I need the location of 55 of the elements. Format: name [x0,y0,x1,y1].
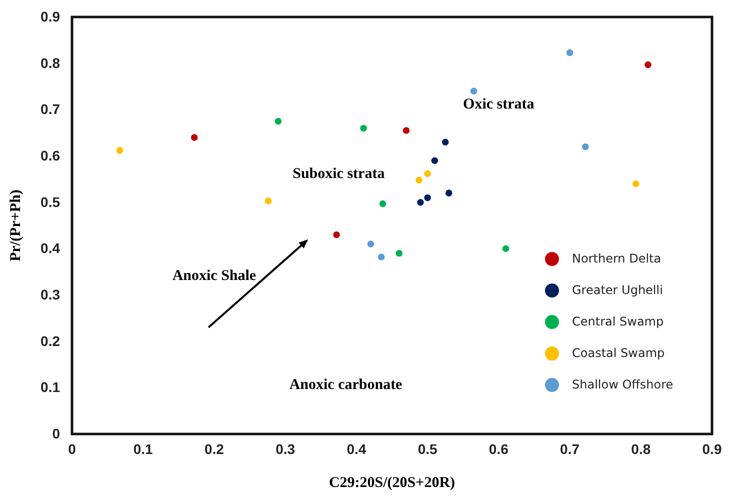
point [396,250,402,257]
y-tick-label: 0.4 [40,240,60,256]
point [274,118,282,125]
point [424,194,431,202]
x-tick-label: 0.9 [702,440,722,457]
y-tick-label: 0.5 [40,194,60,210]
legend-label: Greater Ughelli [572,282,663,297]
y-tick-label: 0.2 [40,332,60,349]
x-tick-label: 0.6 [488,440,509,457]
x-tick-label: 0.2 [204,440,224,457]
point [470,88,478,95]
legend-label: Central Swamp [572,314,664,328]
point [402,127,410,134]
y-tick-label: 0 [52,425,60,442]
x-tick-label: 0.7 [560,440,580,457]
y-tick-label: 0.3 [40,286,60,302]
x-tick-label: 0 [68,440,76,457]
point [378,254,385,260]
annotation: Oxic strata [463,96,535,112]
annotation: Anoxic Shale [172,268,256,284]
point [442,138,449,146]
y-axis-title: Pr/(Pr+Ph) [8,190,24,262]
annotation: Anoxic carbonate [289,376,403,393]
x-tick-label: 0.1 [133,440,154,457]
point [632,180,640,188]
point [416,176,422,184]
y-tick-label: 0.9 [40,8,60,24]
point [264,198,272,204]
x-tick-label: 0.3 [276,440,296,457]
annotation: Suboxic strata [292,166,386,182]
point [379,200,386,208]
legend-label: Northern Delta [572,251,662,266]
x-axis-title: C29:20S/(20S+20R) [328,475,456,491]
legend-label: Coastal Swamp [572,346,665,360]
point [424,170,431,177]
point [431,157,438,164]
point [333,231,340,238]
y-tick-label: 0.1 [40,379,60,396]
point [566,49,574,56]
point [644,61,652,68]
point [502,245,510,252]
y-tick-label: 0.6 [40,147,60,164]
point [582,143,589,150]
x-tick-label: 0.8 [631,440,651,457]
x-tick-label: 0.4 [346,440,366,457]
point [116,147,124,154]
point [360,124,367,132]
point [367,240,374,248]
x-tick-label: 0.5 [418,440,438,457]
point [417,198,424,206]
legend-label: Shallow Offshore [572,377,674,392]
point [190,134,198,141]
y-tick-label: 0.7 [40,101,60,118]
point [446,190,452,196]
y-tick-label: 0.8 [40,54,60,71]
